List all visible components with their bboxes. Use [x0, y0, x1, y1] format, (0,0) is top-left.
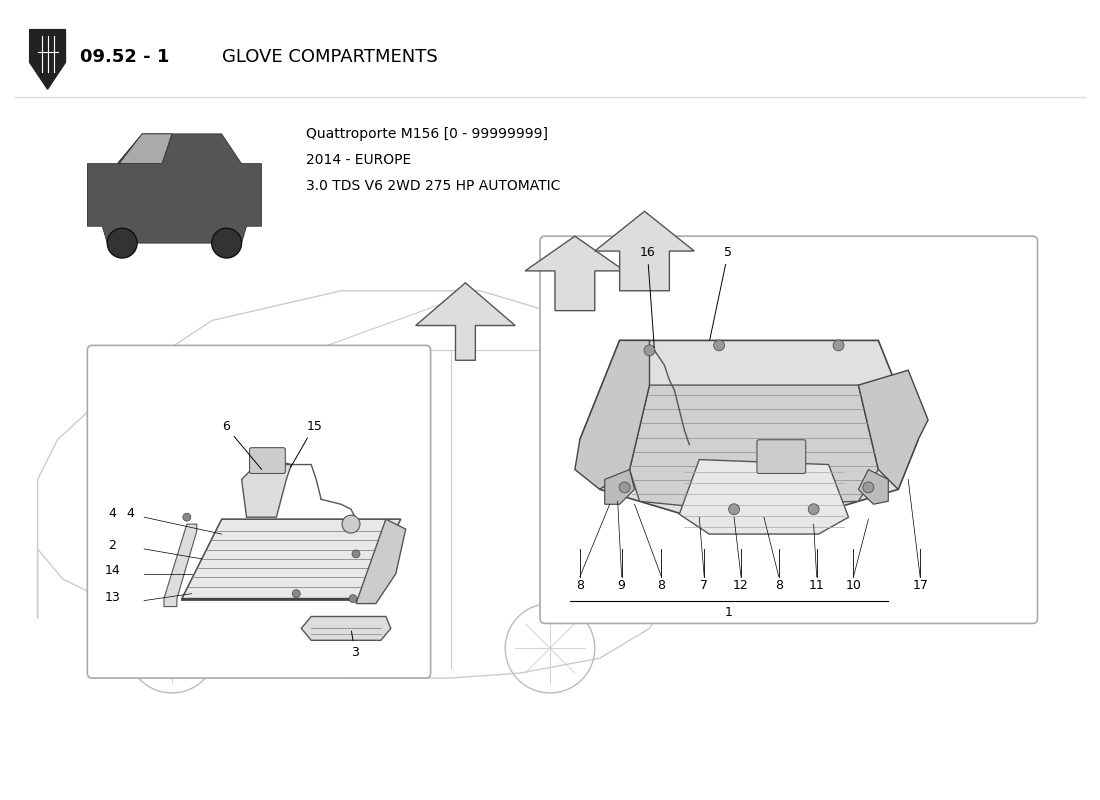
Polygon shape	[858, 470, 889, 504]
Text: 12: 12	[734, 578, 749, 592]
FancyBboxPatch shape	[250, 448, 285, 474]
FancyBboxPatch shape	[87, 346, 430, 678]
Text: 8: 8	[774, 578, 783, 592]
Polygon shape	[30, 30, 66, 89]
Polygon shape	[575, 341, 649, 490]
Polygon shape	[416, 283, 515, 360]
Text: 1: 1	[725, 606, 733, 619]
Circle shape	[342, 515, 360, 533]
Text: 7: 7	[701, 578, 708, 592]
Polygon shape	[87, 134, 262, 243]
Circle shape	[107, 228, 138, 258]
Circle shape	[833, 340, 844, 351]
Polygon shape	[605, 470, 635, 504]
Polygon shape	[164, 524, 197, 606]
Text: 4: 4	[108, 507, 117, 520]
Text: 13: 13	[104, 590, 120, 603]
Polygon shape	[595, 211, 694, 290]
Text: 8: 8	[658, 578, 666, 592]
Text: 2: 2	[108, 539, 117, 552]
Polygon shape	[301, 617, 390, 640]
Circle shape	[808, 504, 820, 514]
Text: 17: 17	[912, 578, 928, 592]
Text: 11: 11	[808, 578, 825, 592]
Text: 16: 16	[639, 246, 656, 347]
Circle shape	[714, 340, 725, 351]
Text: 9: 9	[618, 578, 626, 592]
FancyBboxPatch shape	[757, 440, 805, 474]
Text: 5: 5	[710, 246, 733, 340]
Polygon shape	[182, 519, 400, 598]
Text: 4: 4	[126, 507, 134, 520]
Circle shape	[352, 550, 360, 558]
Polygon shape	[119, 134, 172, 164]
Text: 14: 14	[104, 564, 120, 577]
FancyBboxPatch shape	[540, 236, 1037, 623]
Circle shape	[183, 514, 190, 521]
Text: 3.0 TDS V6 2WD 275 HP AUTOMATIC: 3.0 TDS V6 2WD 275 HP AUTOMATIC	[306, 178, 561, 193]
Polygon shape	[356, 519, 406, 603]
Text: 15: 15	[290, 420, 322, 467]
Circle shape	[349, 594, 358, 602]
Circle shape	[211, 228, 242, 258]
Polygon shape	[580, 341, 918, 519]
Polygon shape	[680, 459, 848, 534]
Text: Quattroporte M156 [0 - 99999999]: Quattroporte M156 [0 - 99999999]	[306, 127, 548, 141]
Text: 8: 8	[575, 578, 584, 592]
Polygon shape	[525, 236, 625, 310]
Text: 3: 3	[351, 631, 359, 659]
Circle shape	[644, 345, 654, 356]
Polygon shape	[242, 459, 292, 517]
Text: 09.52 - 1: 09.52 - 1	[80, 48, 169, 66]
Text: 2014 - EUROPE: 2014 - EUROPE	[306, 153, 411, 166]
Circle shape	[728, 504, 739, 514]
Text: 10: 10	[846, 578, 861, 592]
Polygon shape	[858, 370, 928, 490]
Polygon shape	[629, 385, 878, 507]
Circle shape	[862, 482, 873, 493]
Text: GLOVE COMPARTMENTS: GLOVE COMPARTMENTS	[222, 48, 438, 66]
Text: 6: 6	[222, 420, 262, 470]
Circle shape	[293, 590, 300, 598]
Circle shape	[619, 482, 630, 493]
